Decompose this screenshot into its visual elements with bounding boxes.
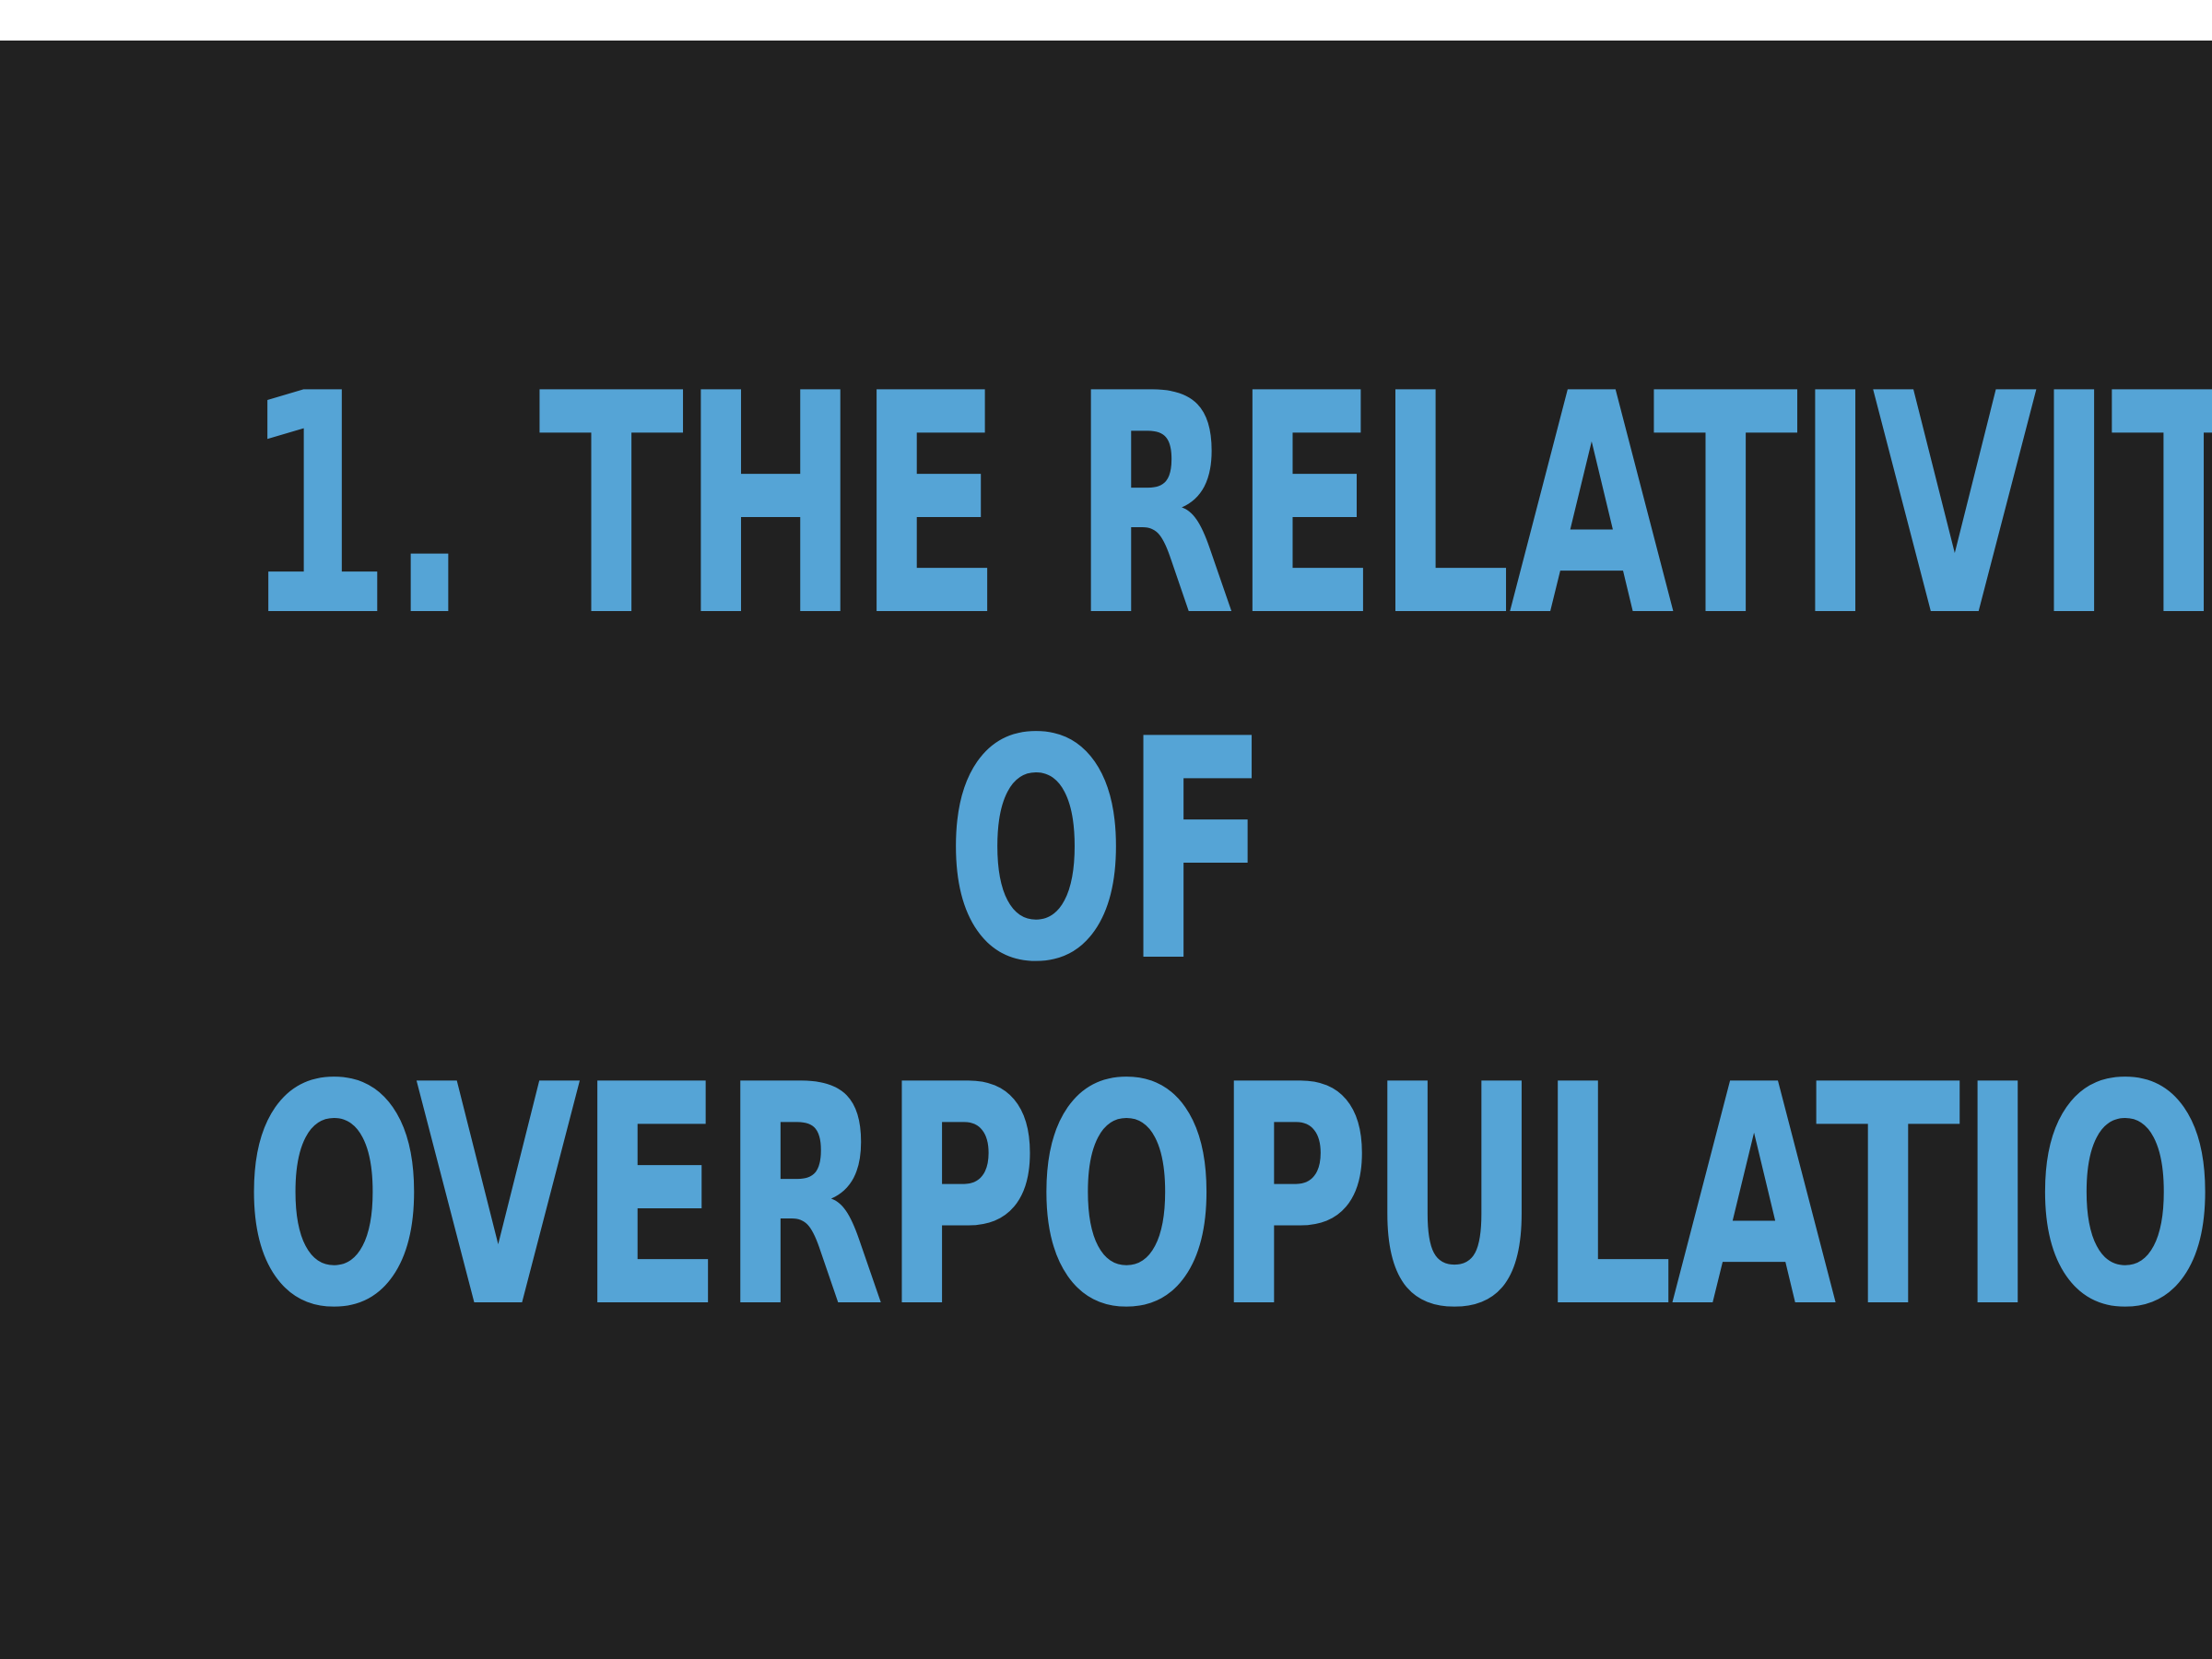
window-top-strip bbox=[0, 0, 2212, 41]
title-line-2: OF bbox=[243, 679, 1969, 1025]
slide-title: 1. THE RELATIVITY OF OVERPOPULATION bbox=[243, 334, 1969, 1371]
title-line-1: 1. THE RELATIVITY bbox=[243, 334, 1969, 679]
slide: 1. THE RELATIVITY OF OVERPOPULATION bbox=[0, 41, 2212, 1659]
title-line-3: OVERPOPULATION bbox=[243, 1025, 1969, 1371]
